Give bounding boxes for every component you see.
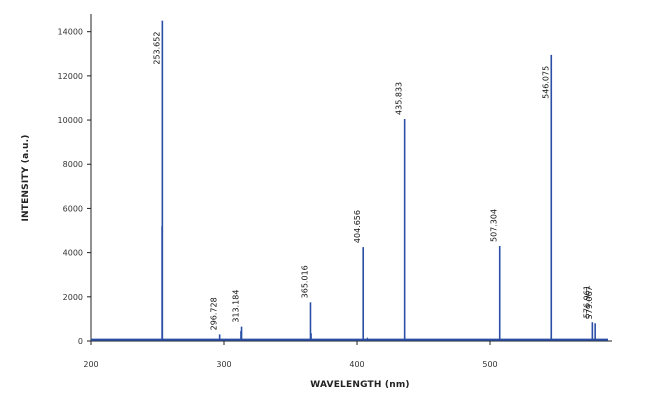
y-tick-label: 14000: [58, 28, 83, 37]
y-tick-label: 6000: [63, 204, 83, 213]
peak-label: 576.961: [582, 285, 591, 318]
y-tick-label: 10000: [58, 116, 83, 125]
peak-label: 313.184: [232, 290, 241, 323]
peak-label: 579.067: [585, 286, 594, 319]
y-tick-label: 12000: [58, 72, 83, 81]
peak-label: 507.304: [490, 209, 499, 242]
x-tick-label: 300: [216, 360, 231, 369]
y-tick-label: 2000: [63, 293, 83, 302]
peak-label: 546.075: [541, 66, 550, 99]
y-axis-title: INTENSITY (a.u.): [21, 134, 31, 221]
peak-label: 296.728: [210, 297, 219, 330]
y-axis: 0 2000 4000 6000 8000 10000 12000 14000: [58, 14, 92, 346]
peak-label: 253.652: [152, 32, 161, 65]
x-axis-title: WAVELENGTH (nm): [310, 380, 409, 390]
x-tick-label: 200: [83, 360, 98, 369]
peak-label: 404.656: [353, 210, 362, 243]
y-tick-label: 8000: [63, 160, 83, 169]
peak-label: 365.016: [300, 265, 309, 298]
peak-labels: 253.652 296.728 313.184 365.016 404.656 435.8…: [152, 32, 594, 331]
y-tick-label: 4000: [63, 249, 83, 258]
x-axis: 200 300 400 500: [83, 340, 612, 369]
y-tick-label: 0: [78, 337, 83, 346]
peak-label: 435.833: [395, 82, 404, 115]
spectrum-series: [91, 20, 608, 341]
x-tick-label: 400: [349, 360, 364, 369]
x-tick-label: 500: [482, 360, 497, 369]
